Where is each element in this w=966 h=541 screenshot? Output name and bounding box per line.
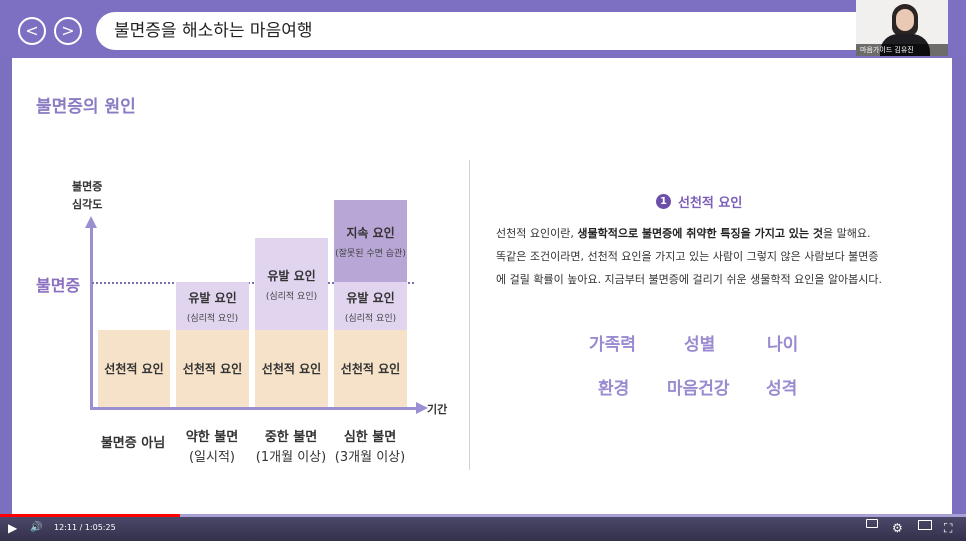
section-heading-text: 선천적 요인 (678, 196, 743, 211)
threshold-label: 불면증 (36, 276, 81, 295)
box-label: 유발 요인 (267, 268, 316, 283)
play-icon[interactable]: ▶ (8, 521, 18, 535)
x-axis-arrow (416, 402, 428, 414)
box-trigger-col3: 유발 요인 (심리적 요인) (255, 238, 328, 330)
box-label: 지속 요인 (346, 225, 395, 240)
section-heading: 1 선천적 요인 (656, 192, 742, 211)
box-trigger-col4: 유발 요인 (심리적 요인) (334, 282, 407, 330)
paragraph-text: 을 말해요. (822, 227, 871, 240)
factor-environment: 환경 (598, 379, 630, 399)
video-progress-fill (0, 514, 180, 517)
box-sublabel: (잘못된 수면 습관) (335, 248, 406, 259)
column-divider (469, 160, 470, 470)
y-axis (90, 226, 93, 408)
box-label: 선천적 요인 (261, 362, 322, 376)
box-base-col2: 선천적 요인 (176, 330, 249, 407)
time-display: 12:11 / 1:05:25 (54, 523, 116, 532)
box-trigger-col2: 유발 요인 (심리적 요인) (176, 282, 249, 330)
category-sublabel: (3개월 이상) (334, 450, 406, 465)
threshold-line (92, 282, 414, 284)
slide-title: 불면증의 원인 (36, 97, 136, 117)
y-axis-label-line2: 심각도 (72, 198, 103, 211)
paragraph-line3: 에 걸릴 확률이 높아요. 지금부터 불면증에 걸리기 쉬운 생물학적 요인을 … (496, 273, 883, 286)
category-sublabel: (일시적) (188, 450, 236, 465)
category-sublabel: (1개월 이상) (255, 450, 327, 465)
category-label: 불면증 아님 (100, 436, 166, 451)
box-base-col3: 선천적 요인 (255, 330, 328, 407)
box-base-col4: 선천적 요인 (334, 330, 407, 407)
paragraph-text: 선천적 요인이란, (496, 227, 578, 240)
next-slide-button[interactable]: > (54, 17, 82, 45)
presentation-title: 불면증을 해소하는 마음여행 (96, 12, 896, 50)
settings-icon[interactable]: ⚙ (892, 521, 903, 535)
factor-gender: 성별 (684, 335, 716, 355)
number-badge-icon: 1 (656, 194, 671, 209)
captions-icon[interactable] (866, 519, 878, 528)
box-persist-col4: 지속 요인 (잘못된 수면 습관) (334, 200, 407, 282)
box-label: 유발 요인 (346, 290, 395, 305)
box-label: 선천적 요인 (182, 362, 243, 376)
paragraph-line1: 선천적 요인이란, 생물학적으로 불면증에 취약한 특징을 가지고 있는 것을 … (496, 222, 936, 245)
box-sublabel: (심리적 요인) (186, 313, 239, 324)
category-col1: 불면증 아님 (94, 434, 172, 454)
box-label: 유발 요인 (188, 290, 237, 305)
presenter-face (896, 9, 914, 31)
video-progress-track[interactable] (0, 514, 966, 517)
category-label: 약한 불면 (185, 430, 239, 445)
y-axis-label-line1: 불면증 (72, 180, 103, 193)
factor-mental-health: 마음건강 (667, 379, 730, 399)
box-base-col1: 선천적 요인 (98, 330, 170, 407)
player-controls (0, 517, 966, 541)
factor-family-history: 가족력 (589, 335, 636, 355)
x-axis (90, 407, 418, 410)
box-sublabel: (심리적 요인) (265, 291, 318, 302)
slide-canvas: 불면증의 원인 불면증 심각도 기간 불면증 선천적 요인 선천적 요인 유발 … (12, 58, 952, 514)
category-label: 심한 불면 (343, 430, 397, 445)
factor-personality: 성격 (766, 379, 798, 399)
presenter-webcam: 마음가이드 김유진 (856, 0, 948, 56)
insomnia-cause-chart: 불면증 심각도 기간 불면증 선천적 요인 선천적 요인 유발 요인 (심리적 … (12, 58, 472, 514)
category-col3: 중한 불면 (1개월 이상) (252, 428, 330, 468)
category-col4: 심한 불면 (3개월 이상) (331, 428, 409, 468)
top-bar: < > 불면증을 해소하는 마음여행 (0, 0, 966, 58)
box-sublabel: (심리적 요인) (344, 313, 397, 324)
miniplayer-icon[interactable] (918, 520, 932, 530)
factor-age: 나이 (767, 335, 799, 355)
box-label: 선천적 요인 (340, 362, 401, 376)
prev-slide-button[interactable]: < (18, 17, 46, 45)
paragraph-bold: 생물학적으로 불면증에 취약한 특징을 가지고 있는 것 (577, 227, 823, 240)
box-label: 선천적 요인 (104, 362, 164, 376)
x-axis-label: 기간 (427, 403, 448, 416)
presenter-caption: 마음가이드 김유진 (856, 44, 948, 56)
fullscreen-icon[interactable]: ⛶ (944, 521, 953, 535)
section-paragraph: 선천적 요인이란, 생물학적으로 불면증에 취약한 특징을 가지고 있는 것을 … (496, 222, 936, 291)
category-col2: 약한 불면 (일시적) (173, 428, 251, 468)
paragraph-line2: 똑같은 조건이라면, 선천적 요인을 가지고 있는 사람이 그렇지 않은 사람보… (496, 250, 879, 263)
volume-icon[interactable]: 🔊 (30, 522, 43, 533)
y-axis-arrow (85, 216, 97, 228)
category-label: 중한 불면 (264, 430, 318, 445)
y-axis-label: 불면증 심각도 (72, 178, 102, 214)
